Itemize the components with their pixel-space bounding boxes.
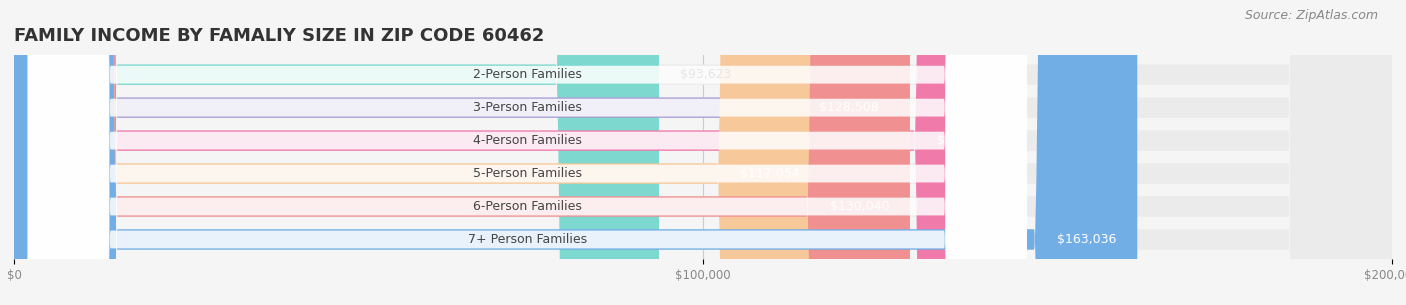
Text: $128,508: $128,508 xyxy=(818,101,879,114)
Text: 6-Person Families: 6-Person Families xyxy=(472,200,582,213)
FancyBboxPatch shape xyxy=(28,0,1026,305)
FancyBboxPatch shape xyxy=(14,0,910,305)
FancyBboxPatch shape xyxy=(14,0,821,305)
Text: 7+ Person Families: 7+ Person Families xyxy=(468,233,586,246)
FancyBboxPatch shape xyxy=(14,0,1392,305)
Text: $145,616: $145,616 xyxy=(938,134,997,147)
Text: $130,040: $130,040 xyxy=(830,200,889,213)
FancyBboxPatch shape xyxy=(28,0,1026,305)
Text: 4-Person Families: 4-Person Families xyxy=(472,134,582,147)
FancyBboxPatch shape xyxy=(14,0,659,305)
FancyBboxPatch shape xyxy=(28,0,1026,305)
FancyBboxPatch shape xyxy=(14,0,900,305)
Text: FAMILY INCOME BY FAMALIY SIZE IN ZIP CODE 60462: FAMILY INCOME BY FAMALIY SIZE IN ZIP COD… xyxy=(14,27,544,45)
FancyBboxPatch shape xyxy=(28,0,1026,305)
Text: 2-Person Families: 2-Person Families xyxy=(472,68,582,81)
Text: $117,054: $117,054 xyxy=(740,167,800,180)
FancyBboxPatch shape xyxy=(14,0,1018,305)
FancyBboxPatch shape xyxy=(28,0,1026,305)
FancyBboxPatch shape xyxy=(28,0,1026,305)
Text: 3-Person Families: 3-Person Families xyxy=(472,101,582,114)
Text: $93,623: $93,623 xyxy=(679,68,731,81)
FancyBboxPatch shape xyxy=(14,0,1392,305)
FancyBboxPatch shape xyxy=(14,0,1392,305)
Text: $163,036: $163,036 xyxy=(1057,233,1116,246)
FancyBboxPatch shape xyxy=(14,0,1137,305)
Text: Source: ZipAtlas.com: Source: ZipAtlas.com xyxy=(1244,9,1378,22)
Text: 5-Person Families: 5-Person Families xyxy=(472,167,582,180)
FancyBboxPatch shape xyxy=(14,0,1392,305)
FancyBboxPatch shape xyxy=(14,0,1392,305)
FancyBboxPatch shape xyxy=(14,0,1392,305)
